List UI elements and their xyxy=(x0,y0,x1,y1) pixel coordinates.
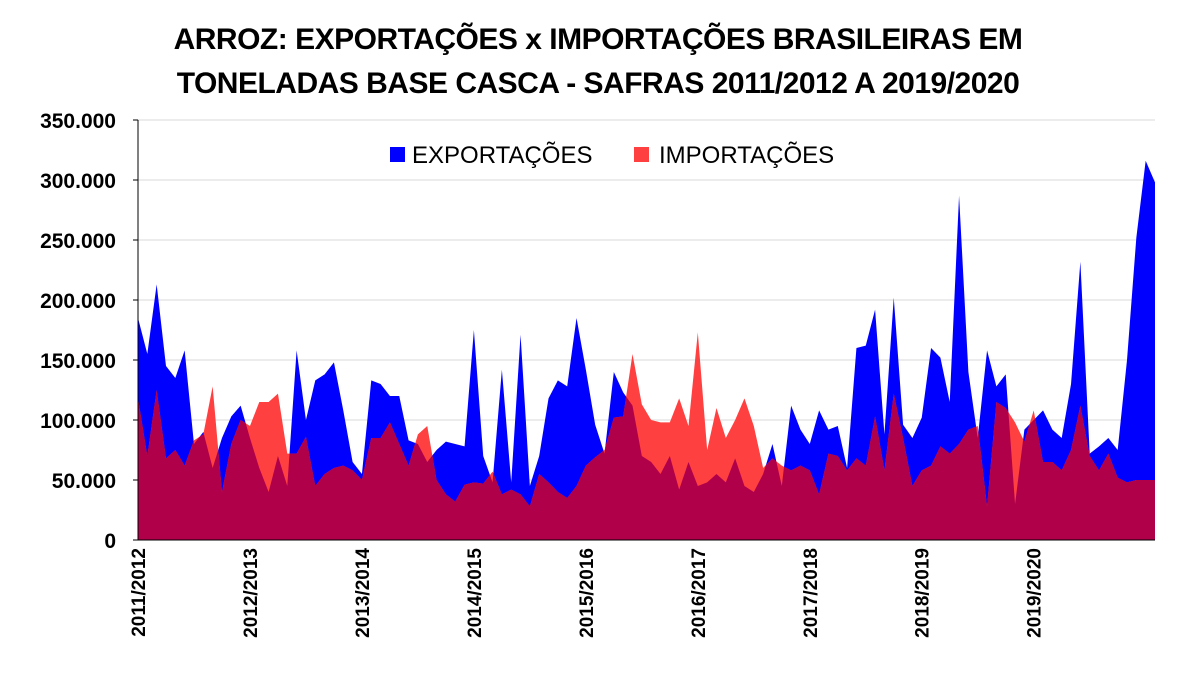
legend-swatch-importacoes xyxy=(634,147,649,162)
y-tick-label-3: 150.000 xyxy=(40,350,116,373)
x-tick-label-8: 2019/2020 xyxy=(1025,548,1046,638)
chart-title: ARROZ: EXPORTAÇÕES x IMPORTAÇÕES BRASILE… xyxy=(0,18,1196,106)
y-tick-label-7: 350.000 xyxy=(40,110,116,133)
axes xyxy=(133,119,1155,541)
x-tick-label-1: 2012/2013 xyxy=(241,548,262,638)
y-tick-label-4: 200.000 xyxy=(40,290,116,313)
y-tick-label-0: 0 xyxy=(104,530,116,553)
y-tick-label-5: 250.000 xyxy=(40,230,116,253)
legend-background xyxy=(350,136,875,176)
x-tick-label-2: 2013/2014 xyxy=(353,548,374,638)
legend: EXPORTAÇÕES IMPORTAÇÕES xyxy=(350,136,875,176)
chart-title-line-2: TONELADAS BASE CASCA - SAFRAS 2011/2012 … xyxy=(176,67,1020,100)
x-tick-label-6: 2017/2018 xyxy=(801,548,822,638)
legend-swatch-exportacoes xyxy=(390,147,405,162)
legend-label-exportacoes: EXPORTAÇÕES xyxy=(412,141,593,169)
y-tick-label-6: 300.000 xyxy=(40,170,116,193)
x-tick-label-7: 2018/2019 xyxy=(913,548,934,638)
x-tick-label-0: 2011/2012 xyxy=(129,548,150,637)
x-tick-label-3: 2014/2015 xyxy=(465,548,486,638)
x-tick-label-4: 2015/2016 xyxy=(577,548,598,638)
x-axis-tick-labels: 2011/2012 2012/2013 2013/2014 2014/2015 2015… xyxy=(129,548,1046,638)
series-areas xyxy=(138,160,1155,541)
y-axis-tick-labels: 0 50.000 100.000 150.000 200.000 250.000 300.0… xyxy=(40,110,116,553)
y-tick-label-1: 50.000 xyxy=(52,470,116,493)
chart-title-line-1: ARROZ: EXPORTAÇÕES x IMPORTAÇÕES BRASILE… xyxy=(173,23,1023,56)
legend-label-importacoes: IMPORTAÇÕES xyxy=(659,141,834,169)
y-tick-label-2: 100.000 xyxy=(40,410,116,433)
x-tick-label-5: 2016/2017 xyxy=(689,548,710,638)
